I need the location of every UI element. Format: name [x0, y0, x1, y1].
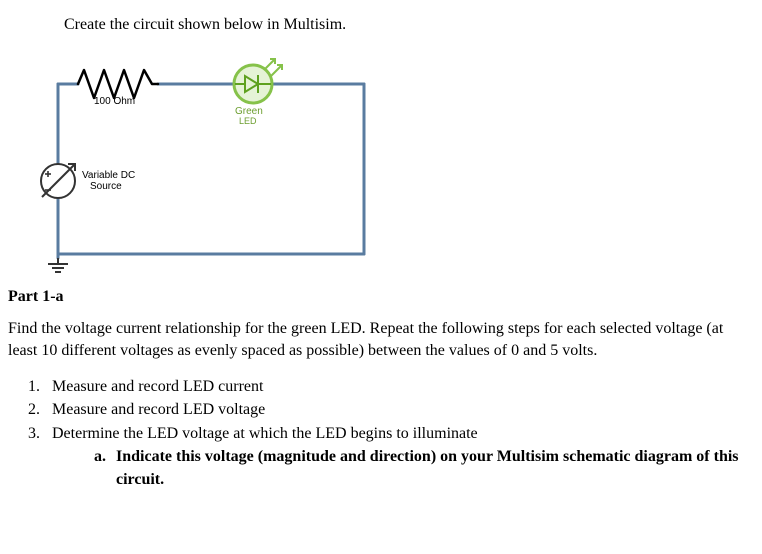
step-item: Measure and record LED voltage — [44, 398, 754, 421]
instruction-text: Create the circuit shown below in Multis… — [64, 16, 754, 34]
resistor-label: 100 Ohm — [94, 96, 135, 107]
substep-item: Indicate this voltage (magnitude and dir… — [110, 445, 754, 491]
part-heading: Part 1-a — [8, 288, 754, 306]
step-item: Determine the LED voltage at which the L… — [44, 422, 754, 492]
source-label-line1: Variable DC — [82, 170, 135, 181]
document-page: Create the circuit shown below in Multis… — [0, 0, 762, 491]
substeps-list: Indicate this voltage (magnitude and dir… — [110, 445, 754, 491]
step-item: Measure and record LED current — [44, 375, 754, 398]
description-text: Find the voltage current relationship fo… — [8, 318, 754, 361]
circuit-diagram: 100 Ohm Green LED Variable DC Source — [24, 44, 384, 274]
steps-list: Measure and record LED current Measure a… — [44, 375, 754, 491]
step-text: Determine the LED voltage at which the L… — [52, 425, 478, 442]
source-label-line2: Source — [90, 181, 135, 192]
led-label-line2: LED — [239, 117, 263, 127]
